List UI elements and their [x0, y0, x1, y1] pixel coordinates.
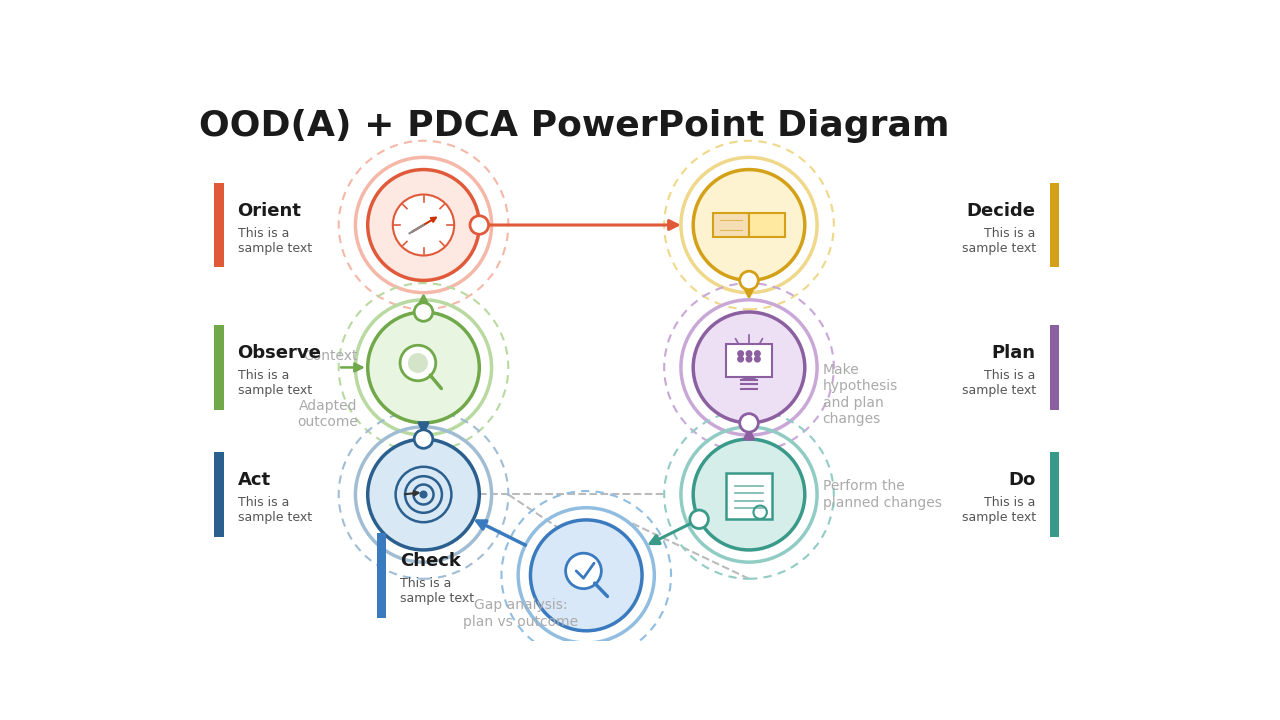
Circle shape: [690, 510, 708, 528]
Circle shape: [470, 216, 489, 234]
FancyBboxPatch shape: [1050, 452, 1059, 537]
Circle shape: [740, 414, 758, 432]
Text: Check: Check: [401, 552, 461, 570]
Text: This is a
sample text: This is a sample text: [238, 369, 311, 397]
Text: Act: Act: [238, 472, 270, 490]
Circle shape: [420, 491, 426, 498]
Text: Do: Do: [1009, 472, 1036, 490]
Circle shape: [367, 439, 479, 550]
Text: This is a
sample text: This is a sample text: [961, 227, 1036, 255]
Text: This is a
sample text: This is a sample text: [238, 496, 311, 524]
Text: Decide: Decide: [966, 202, 1036, 220]
FancyBboxPatch shape: [749, 212, 785, 238]
Text: OOD(A) + PDCA PowerPoint Diagram: OOD(A) + PDCA PowerPoint Diagram: [198, 109, 950, 143]
Text: This is a
sample text: This is a sample text: [401, 577, 475, 605]
Circle shape: [737, 351, 744, 356]
Circle shape: [737, 356, 744, 362]
Circle shape: [415, 430, 433, 449]
Circle shape: [401, 346, 435, 381]
FancyBboxPatch shape: [214, 183, 224, 267]
FancyBboxPatch shape: [214, 452, 224, 537]
Circle shape: [746, 356, 751, 362]
Text: Gap analysis:
plan vs outcome: Gap analysis: plan vs outcome: [463, 598, 579, 629]
FancyBboxPatch shape: [726, 343, 772, 377]
Text: Make
hypothesis
and plan
changes: Make hypothesis and plan changes: [823, 363, 897, 426]
Circle shape: [755, 356, 760, 362]
FancyBboxPatch shape: [214, 325, 224, 410]
FancyBboxPatch shape: [726, 473, 772, 519]
Circle shape: [367, 169, 479, 280]
Circle shape: [393, 194, 454, 256]
Circle shape: [694, 169, 805, 280]
FancyBboxPatch shape: [1050, 325, 1059, 410]
Circle shape: [732, 346, 765, 379]
Circle shape: [408, 353, 428, 373]
Text: Context: Context: [303, 349, 357, 363]
Circle shape: [694, 439, 805, 550]
Text: Observe: Observe: [238, 344, 321, 362]
Circle shape: [694, 312, 805, 423]
Circle shape: [566, 553, 602, 589]
Text: Perform the
planned changes: Perform the planned changes: [823, 480, 942, 510]
Circle shape: [367, 312, 479, 423]
FancyBboxPatch shape: [1050, 183, 1059, 267]
Circle shape: [740, 271, 758, 289]
Circle shape: [755, 351, 760, 356]
Text: This is a
sample text: This is a sample text: [961, 369, 1036, 397]
Text: Plan: Plan: [992, 344, 1036, 362]
Text: This is a
sample text: This is a sample text: [961, 496, 1036, 524]
Circle shape: [530, 520, 643, 631]
Text: Orient: Orient: [238, 202, 301, 220]
FancyBboxPatch shape: [713, 212, 749, 238]
FancyBboxPatch shape: [378, 533, 387, 618]
Text: Adapted
outcome: Adapted outcome: [297, 399, 357, 428]
Circle shape: [746, 351, 751, 356]
Text: This is a
sample text: This is a sample text: [238, 227, 311, 255]
Circle shape: [415, 303, 433, 321]
